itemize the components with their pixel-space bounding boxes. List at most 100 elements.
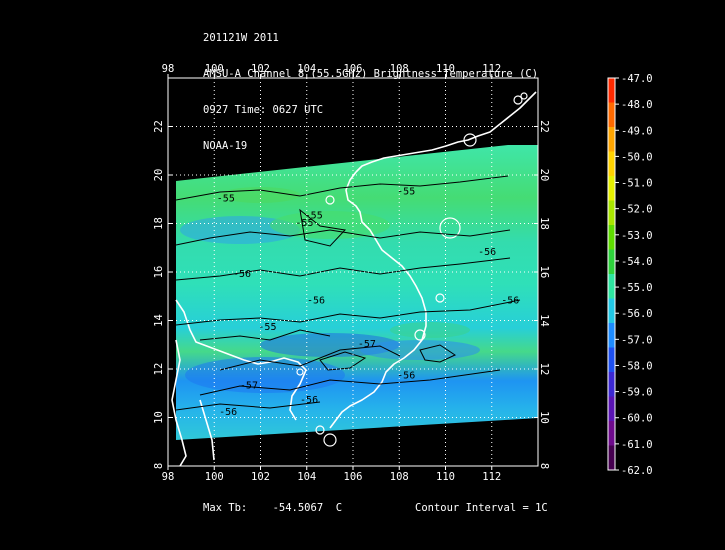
lat-tick-label: 16: [538, 266, 550, 279]
colorbar-segment: [608, 323, 615, 348]
lat-tick-label: 8: [538, 463, 550, 469]
contour-label: -55: [305, 211, 323, 222]
swath-patch: [390, 322, 470, 338]
colorbar-tick-label: -56.0: [621, 308, 653, 320]
colorbar-tick-label: -59.0: [621, 387, 653, 399]
lon-tick-label: 102: [251, 471, 270, 483]
coastline-island: [520, 92, 528, 100]
lat-tick-label: 10: [538, 411, 550, 424]
lat-tick-label: 22: [153, 120, 165, 133]
colorbar-tick-label: -49.0: [621, 125, 653, 137]
colorbar-segment: [608, 225, 615, 250]
coastline-island: [325, 195, 335, 205]
lat-tick-label: 18: [153, 217, 165, 230]
contour-line: [219, 345, 401, 371]
lat-tick-label: 8: [153, 463, 165, 469]
contour-line: [175, 257, 511, 281]
colorbar-segment: [608, 78, 615, 103]
lon-tick-label: 110: [436, 471, 455, 483]
lat-axis-left: 8 10 12 14 16 18 20 22: [153, 120, 172, 469]
colorbar-segment: [608, 396, 615, 422]
contour-label-layer: -55-55-55-55-56-56-56-56-55-57-57-56-56-…: [217, 186, 520, 418]
coastline-island: [315, 425, 325, 435]
lat-tick-label: 14: [538, 314, 550, 327]
lon-tick-label: 108: [390, 63, 409, 75]
lat-tick-label: 10: [153, 411, 165, 424]
contour-line: [175, 175, 509, 201]
storm-id-title: 201121W 2011: [203, 32, 279, 44]
colorbar-tick-label: -58.0: [621, 360, 653, 372]
colorbar-segment: [608, 151, 615, 177]
contour-line: [175, 401, 321, 411]
lon-tick-label: 102: [251, 63, 270, 75]
colorbar-segment: [608, 249, 615, 275]
colorbar: -47.0 -48.0 -49.0 -50.0 -51.0 -52.0 -53.0 -54.0…: [607, 73, 653, 477]
swath-patch: [270, 211, 390, 239]
contour-line: [175, 229, 511, 246]
swath-layer: [176, 145, 538, 440]
coastline: [171, 339, 187, 466]
contour-label: -56: [307, 296, 325, 307]
contour-label: -57: [240, 380, 258, 391]
lon-axis-top: 98 100 102 104 106 108 110 112: [162, 63, 501, 78]
coastline-island: [435, 293, 445, 303]
colorbar-segment: [608, 127, 615, 152]
colorbar-segment: [608, 347, 615, 373]
contour-label: -56: [397, 371, 415, 382]
lat-tick-label: 14: [153, 314, 165, 327]
lon-tick-label: 104: [297, 471, 316, 483]
colorbar-tick-label: -53.0: [621, 230, 653, 242]
colorbar-segment: [608, 102, 615, 128]
contour-label: -56: [219, 407, 237, 418]
colorbar-tick-label: -48.0: [621, 99, 653, 111]
colorbar-tick-label: -54.0: [621, 256, 653, 268]
coastline: [329, 171, 427, 429]
lat-tick-label: 12: [153, 363, 165, 376]
colorbar-tick-label: -61.0: [621, 439, 653, 451]
contour-label: -56: [233, 269, 251, 280]
colorbar-segment: [608, 298, 615, 324]
lon-tick-label: 106: [344, 63, 363, 75]
colorbar-tick-label: -50.0: [621, 151, 653, 163]
lon-tick-label: 112: [482, 63, 501, 75]
coastline-island: [513, 95, 523, 105]
swath-patch: [180, 216, 300, 244]
lon-tick-label: 112: [482, 471, 501, 483]
coastline: [355, 91, 537, 173]
colorbar-segment: [608, 274, 615, 299]
lat-tick-label: 20: [538, 169, 550, 182]
colorbar-segment: [608, 445, 615, 471]
coastline: [175, 299, 307, 421]
lon-tick-label: 100: [205, 471, 224, 483]
lon-axis-bottom: 98 100 102 104 106 108 110 112: [162, 466, 501, 483]
max-tb-label: Max Tb:: [203, 502, 248, 514]
coastline: [199, 399, 215, 461]
colorbar-segment: [608, 200, 615, 226]
colorbar-tick-label: -57.0: [621, 334, 653, 346]
lat-axis-right: 8 10 12 14 16 18 20 22: [534, 120, 550, 469]
colorbar-tick-label: -60.0: [621, 413, 653, 425]
colorbar-segment: [608, 421, 615, 446]
contour-interval-readout: Contour Interval = 1C: [415, 502, 548, 514]
coastline-island: [439, 217, 461, 239]
coastline-island: [323, 433, 337, 447]
contour-line: [175, 299, 521, 326]
plot-header: 201121W 2011 AMSU-A Channel 8 (55.5GHz) …: [203, 8, 538, 164]
colorbar-tick-label: -47.0: [621, 73, 653, 85]
contour-label: -56: [501, 296, 519, 307]
lon-tick-label: 104: [297, 63, 316, 75]
colorbar-frame: [607, 77, 616, 471]
colorbar-segment: [608, 176, 615, 201]
contour-label: -55: [397, 186, 415, 197]
colorbar-tick-label: -55.0: [621, 282, 653, 294]
contour-line: [319, 351, 367, 371]
time-title: 0927 Time: 0627 UTC: [203, 104, 324, 116]
colorbar-segment: [608, 372, 615, 397]
contour-line: [419, 344, 457, 363]
contour-line: [199, 369, 501, 396]
max-tb-readout: Max Tb: -54.5067 C: [203, 502, 342, 514]
max-tb-unit: C: [335, 502, 343, 514]
lat-tick-label: 12: [538, 363, 550, 376]
contour-label: -55: [217, 194, 235, 205]
